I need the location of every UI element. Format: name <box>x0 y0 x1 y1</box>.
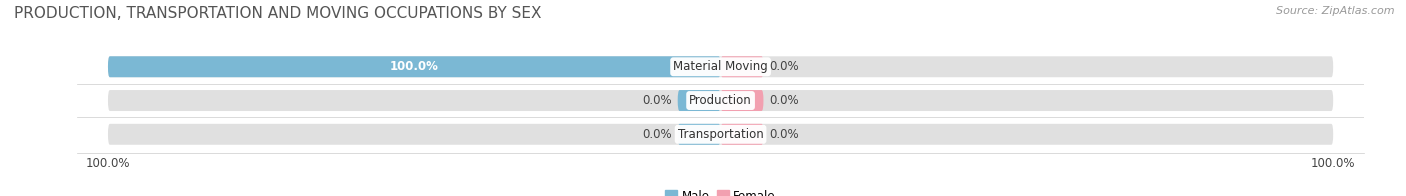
Text: Production: Production <box>689 94 752 107</box>
FancyBboxPatch shape <box>721 90 763 111</box>
Text: 0.0%: 0.0% <box>769 94 799 107</box>
FancyBboxPatch shape <box>108 124 1333 145</box>
Text: Material Moving: Material Moving <box>673 60 768 73</box>
Legend: Male, Female: Male, Female <box>661 185 780 196</box>
FancyBboxPatch shape <box>108 56 721 77</box>
FancyBboxPatch shape <box>108 56 1333 77</box>
Text: Source: ZipAtlas.com: Source: ZipAtlas.com <box>1277 6 1395 16</box>
FancyBboxPatch shape <box>678 90 721 111</box>
Text: 0.0%: 0.0% <box>769 60 799 73</box>
FancyBboxPatch shape <box>108 90 1333 111</box>
Text: PRODUCTION, TRANSPORTATION AND MOVING OCCUPATIONS BY SEX: PRODUCTION, TRANSPORTATION AND MOVING OC… <box>14 6 541 21</box>
Text: 100.0%: 100.0% <box>389 60 439 73</box>
Text: 0.0%: 0.0% <box>643 94 672 107</box>
Text: 0.0%: 0.0% <box>643 128 672 141</box>
FancyBboxPatch shape <box>721 124 763 145</box>
Text: Transportation: Transportation <box>678 128 763 141</box>
FancyBboxPatch shape <box>721 56 763 77</box>
Text: 0.0%: 0.0% <box>769 128 799 141</box>
FancyBboxPatch shape <box>678 124 721 145</box>
